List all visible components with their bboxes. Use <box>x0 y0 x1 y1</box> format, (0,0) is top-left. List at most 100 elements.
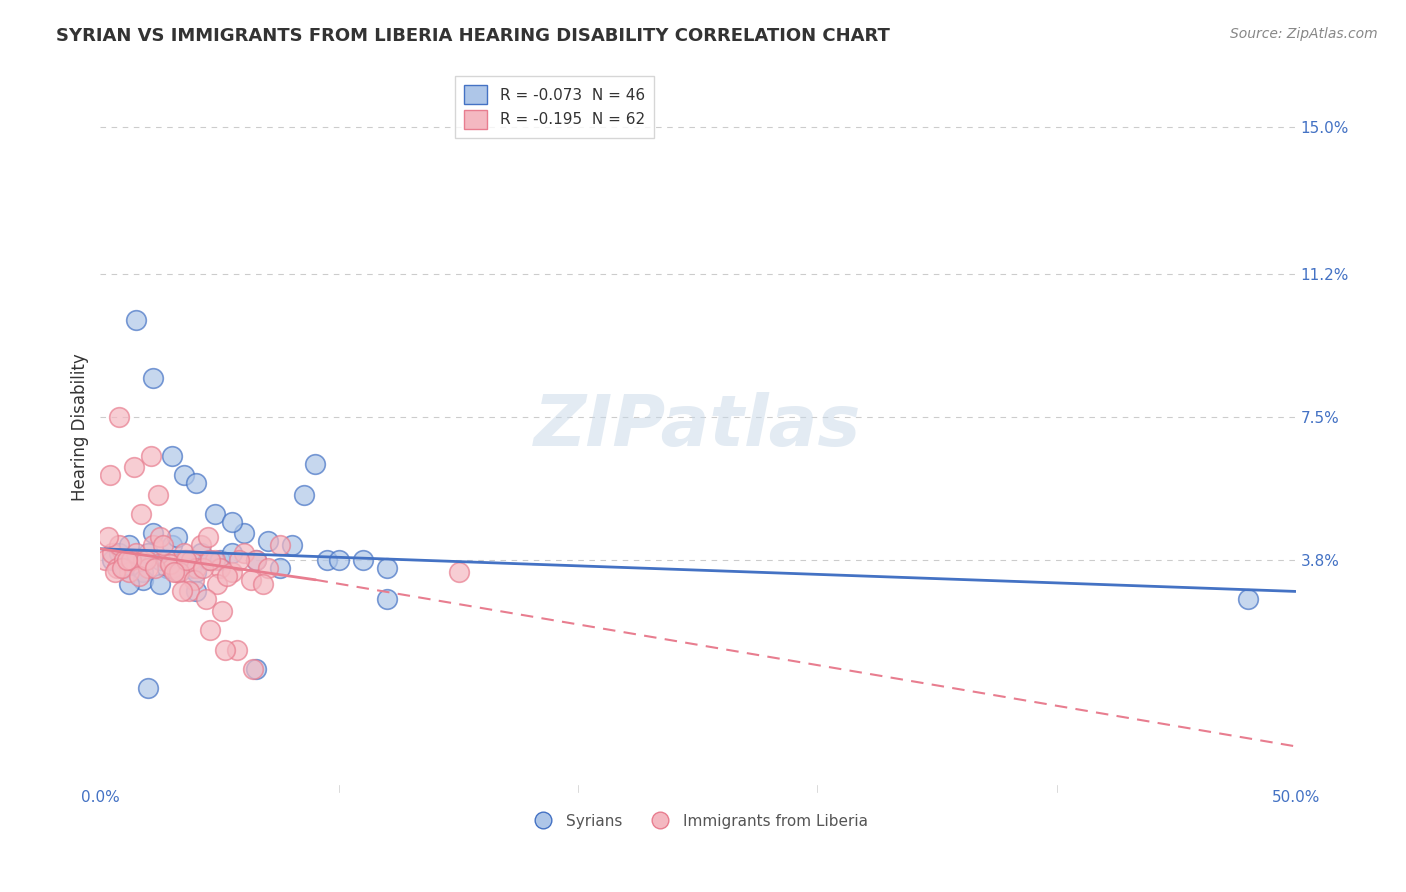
Point <box>159 558 181 572</box>
Point <box>160 561 183 575</box>
Point <box>200 623 222 637</box>
Point <box>118 565 141 579</box>
Point <box>228 553 250 567</box>
Point <box>129 507 152 521</box>
Point <box>214 642 236 657</box>
Point <box>118 538 141 552</box>
Point <box>166 530 188 544</box>
Point <box>304 457 326 471</box>
Point <box>184 475 207 490</box>
Point <box>190 546 212 560</box>
Point <box>292 487 315 501</box>
Point <box>166 565 188 579</box>
Point <box>221 515 243 529</box>
Point <box>180 561 202 575</box>
Point <box>132 565 155 579</box>
Point <box>375 592 398 607</box>
Point <box>94 553 117 567</box>
Point <box>136 546 159 560</box>
Point <box>108 546 131 560</box>
Point <box>143 561 166 575</box>
Point <box>211 604 233 618</box>
Point <box>167 565 190 579</box>
Point <box>167 565 190 579</box>
Point <box>136 681 159 696</box>
Point <box>132 573 155 587</box>
Point <box>232 526 254 541</box>
Point <box>177 584 200 599</box>
Point <box>142 526 165 541</box>
Point <box>105 561 128 575</box>
Point <box>232 546 254 560</box>
Point <box>135 553 157 567</box>
Point <box>160 449 183 463</box>
Point <box>163 565 186 579</box>
Point <box>146 487 169 501</box>
Point <box>197 553 219 567</box>
Point <box>96 530 118 544</box>
Point <box>180 553 202 567</box>
Point <box>239 573 262 587</box>
Point <box>190 538 212 552</box>
Point <box>136 561 159 575</box>
Point <box>204 507 226 521</box>
Point <box>156 561 179 575</box>
Point <box>120 553 142 567</box>
Point <box>128 569 150 583</box>
Point <box>142 371 165 385</box>
Point <box>447 565 470 579</box>
Point <box>104 565 127 579</box>
Point <box>176 553 198 567</box>
Point <box>208 561 231 575</box>
Point <box>225 642 247 657</box>
Point <box>256 561 278 575</box>
Point <box>173 553 195 567</box>
Text: Source: ZipAtlas.com: Source: ZipAtlas.com <box>1230 27 1378 41</box>
Point <box>125 558 148 572</box>
Point <box>184 584 207 599</box>
Point <box>149 576 172 591</box>
Point <box>252 576 274 591</box>
Point <box>191 561 214 575</box>
Y-axis label: Hearing Disability: Hearing Disability <box>72 353 89 500</box>
Legend: Syrians, Immigrants from Liberia: Syrians, Immigrants from Liberia <box>522 807 875 835</box>
Point <box>170 584 193 599</box>
Point <box>316 553 339 567</box>
Point <box>173 546 195 560</box>
Point <box>152 538 174 552</box>
Point <box>112 561 135 575</box>
Point <box>352 553 374 567</box>
Point <box>197 530 219 544</box>
Point <box>215 569 238 583</box>
Point <box>221 565 243 579</box>
Point <box>173 468 195 483</box>
Point <box>328 553 350 567</box>
Point <box>194 592 217 607</box>
Point <box>245 662 267 676</box>
Point <box>118 576 141 591</box>
Point <box>122 460 145 475</box>
Point <box>125 313 148 327</box>
Point <box>101 553 124 567</box>
Point <box>98 468 121 483</box>
Text: SYRIAN VS IMMIGRANTS FROM LIBERIA HEARING DISABILITY CORRELATION CHART: SYRIAN VS IMMIGRANTS FROM LIBERIA HEARIN… <box>56 27 890 45</box>
Point <box>111 561 134 575</box>
Point <box>245 553 267 567</box>
Point <box>132 553 155 567</box>
Point <box>245 553 267 567</box>
Point <box>1236 592 1258 607</box>
Point <box>280 538 302 552</box>
Point <box>184 561 207 575</box>
Point <box>156 553 179 567</box>
Point <box>112 553 135 567</box>
Point <box>149 530 172 544</box>
Point <box>269 561 291 575</box>
Point <box>108 410 131 425</box>
Point <box>108 538 131 552</box>
Point <box>256 534 278 549</box>
Point <box>207 576 229 591</box>
Point <box>149 553 172 567</box>
Point <box>125 546 148 560</box>
Point <box>221 546 243 560</box>
Point <box>142 538 165 552</box>
